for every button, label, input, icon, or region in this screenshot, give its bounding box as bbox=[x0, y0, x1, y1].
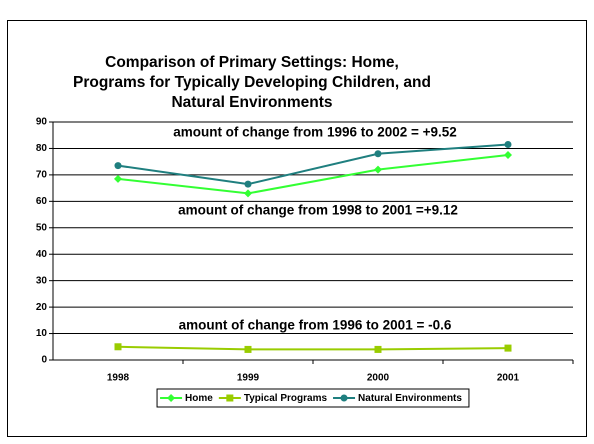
marker bbox=[374, 150, 382, 158]
x-tick-label: 1999 bbox=[237, 373, 260, 384]
marker bbox=[226, 394, 234, 402]
chart-title: Comparison of Primary Settings: Home, Pr… bbox=[72, 54, 431, 111]
marker bbox=[114, 174, 122, 183]
series-line bbox=[117, 143, 509, 186]
marker bbox=[504, 344, 512, 352]
annotation: amount of change from 1996 to 2002 = +9.… bbox=[173, 125, 457, 140]
marker bbox=[244, 180, 252, 188]
y-tick-label: 50 bbox=[36, 222, 48, 233]
x-tick-label: 2000 bbox=[367, 373, 390, 384]
y-tick-label: 90 bbox=[36, 117, 48, 128]
y-tick-label: 10 bbox=[36, 328, 48, 339]
legend-label: Home bbox=[185, 393, 213, 404]
marker bbox=[374, 345, 382, 353]
marker bbox=[374, 165, 382, 174]
marker bbox=[504, 140, 512, 148]
marker bbox=[504, 151, 512, 160]
marker bbox=[244, 189, 252, 198]
marker bbox=[340, 394, 348, 402]
y-tick-label: 40 bbox=[36, 249, 48, 260]
x-tick-label: 1998 bbox=[107, 373, 130, 384]
legend-box bbox=[156, 388, 470, 408]
annotation: amount of change from 1998 to 2001 =+9.1… bbox=[178, 203, 458, 218]
y-tick-label: 80 bbox=[36, 143, 48, 154]
chart-frame bbox=[7, 20, 587, 437]
y-tick-label: 0 bbox=[41, 355, 47, 366]
series-line bbox=[117, 345, 509, 351]
marker bbox=[244, 345, 252, 353]
x-tick-label: 2001 bbox=[497, 373, 520, 384]
y-tick-label: 60 bbox=[36, 196, 48, 207]
marker bbox=[114, 162, 122, 170]
y-tick-label: 30 bbox=[36, 275, 48, 286]
legend-label: Typical Programs bbox=[244, 393, 328, 404]
legend-label: Natural Environments bbox=[358, 393, 462, 404]
marker bbox=[114, 343, 122, 351]
annotation: amount of change from 1996 to 2001 = -0.… bbox=[179, 318, 452, 333]
y-tick-label: 70 bbox=[36, 170, 48, 181]
series-line bbox=[117, 154, 509, 195]
y-tick-label: 20 bbox=[36, 302, 48, 313]
marker bbox=[167, 394, 176, 402]
legend: Home Typical Programs Natural Environments bbox=[156, 388, 470, 408]
